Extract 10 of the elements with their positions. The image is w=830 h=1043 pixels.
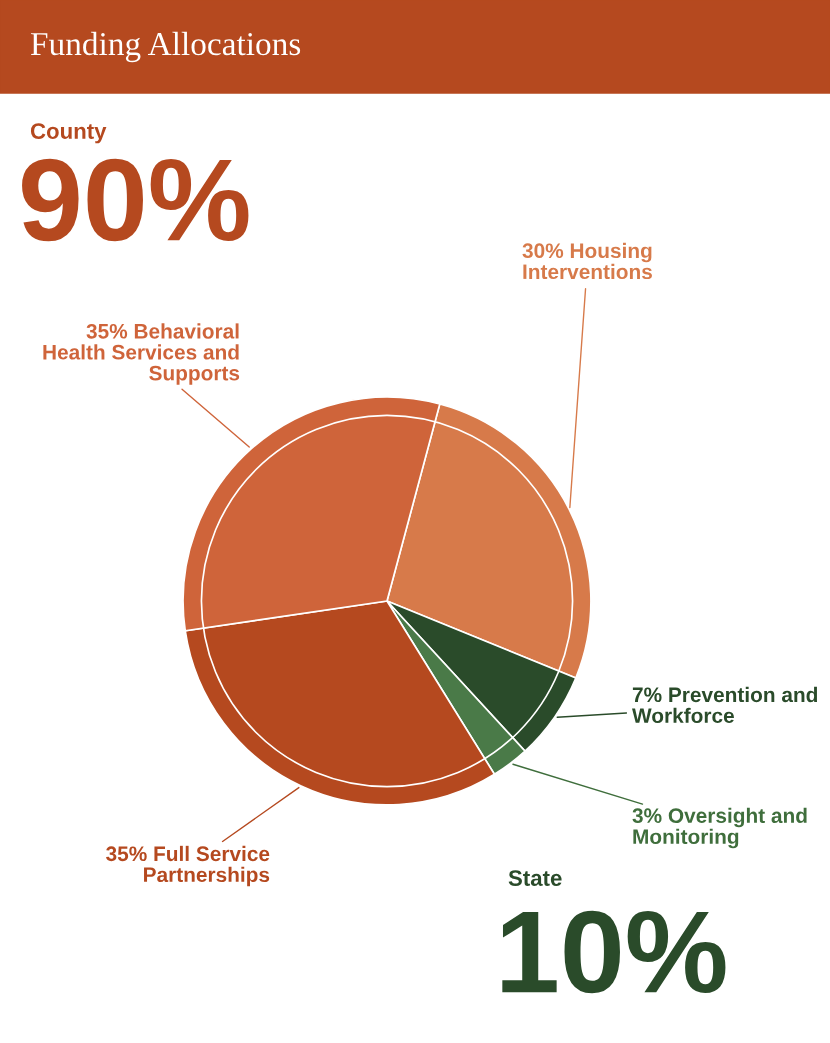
text: County [30,123,107,144]
slice-label: 30% Housing Interventions [522,242,652,280]
text: 90% [22,158,249,242]
slice-label: 35% Full Service Partnerships [106,845,270,887]
slice-label: 3% Oversight and Monitoring [632,807,807,849]
slice-label: 35% Behavioral Health Services and Supports [43,323,240,385]
text: 10% [502,910,726,994]
chart-title: Funding Allocations [30,31,301,63]
slice-label: 7% Prevention and Workforce [632,686,818,724]
text: State [508,870,562,886]
